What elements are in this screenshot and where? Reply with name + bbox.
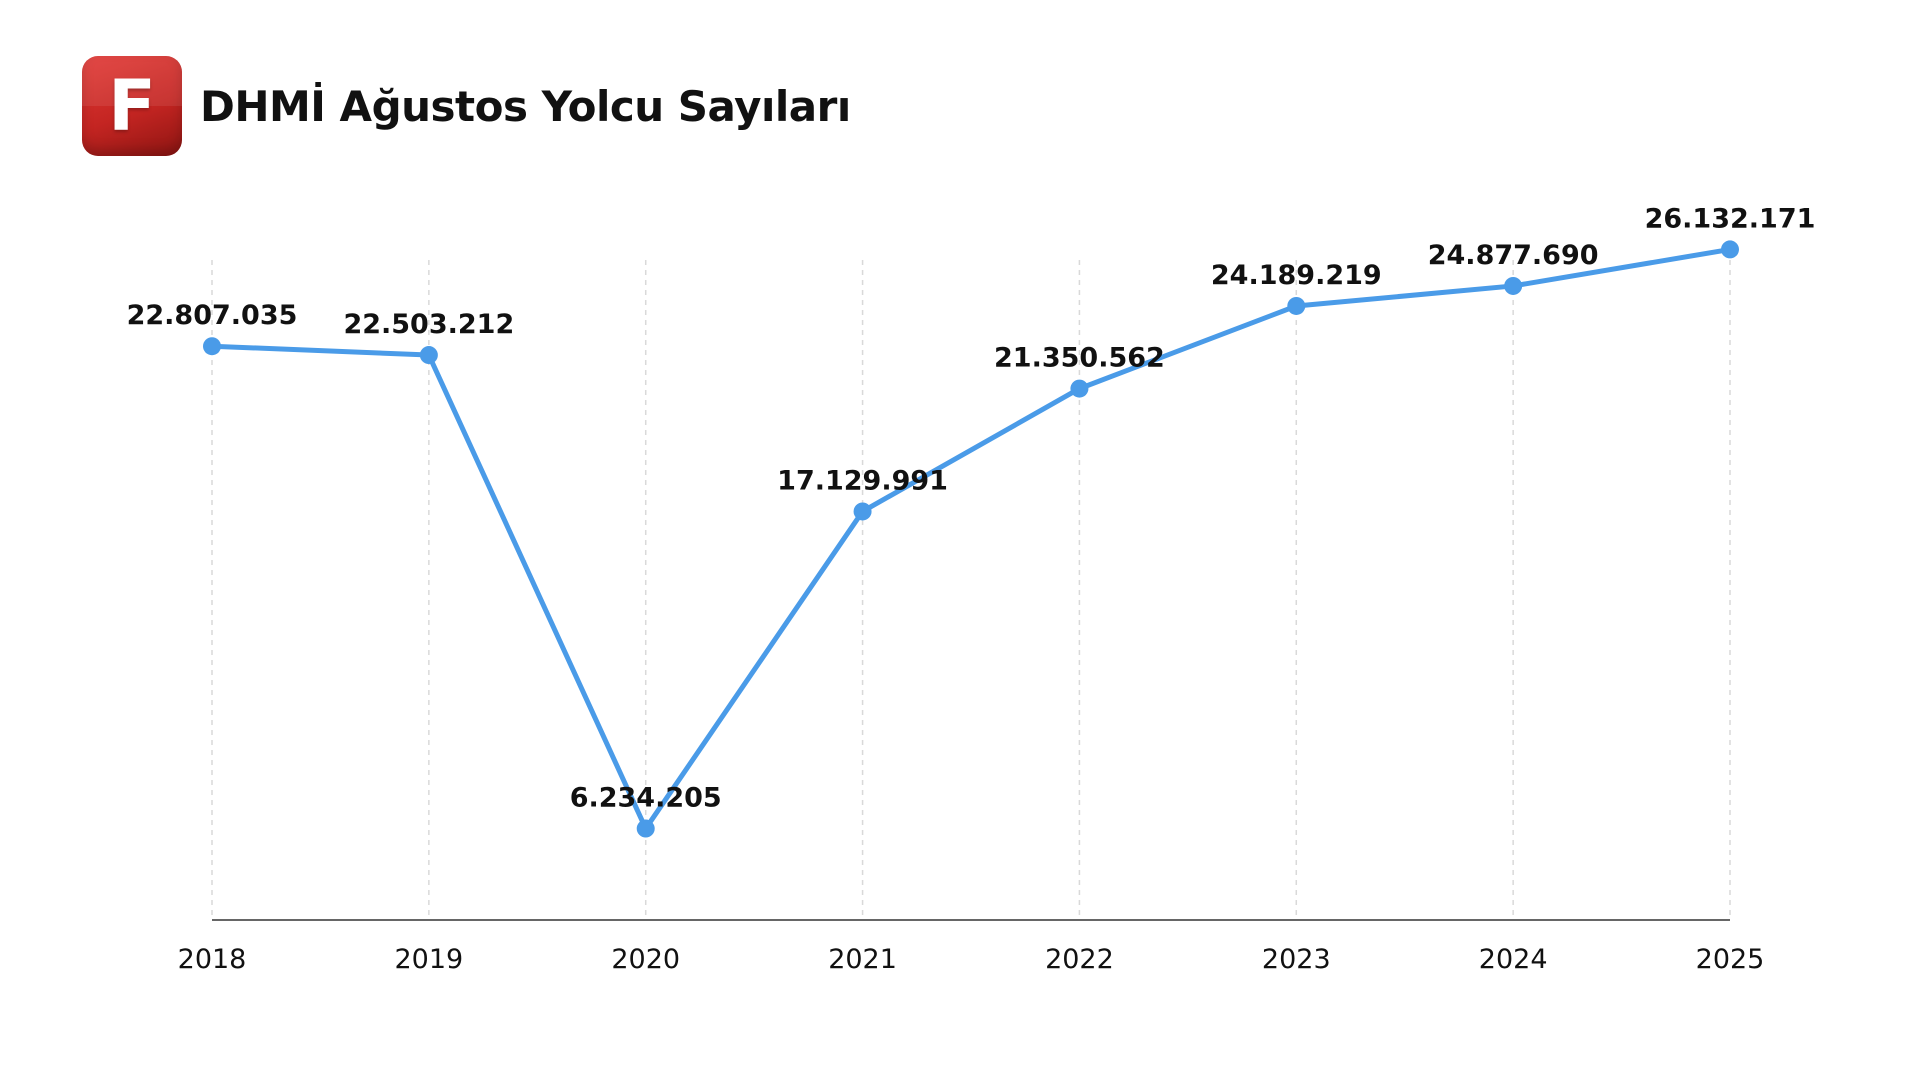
x-tick-label-2019: 2019	[394, 944, 463, 975]
header: F DHMİ Ağustos Yolcu Sayıları	[82, 56, 851, 156]
data-point-2019	[419, 346, 438, 365]
data-point-2025	[1721, 240, 1739, 259]
grid-lines	[211, 260, 1731, 920]
x-tick-label-2020: 2020	[611, 944, 680, 975]
data-points	[203, 240, 1739, 838]
data-label-2022: 21.350.562	[994, 343, 1165, 374]
data-label-2025: 26.132.171	[1645, 203, 1816, 234]
series-line	[209, 246, 1733, 832]
data-labels: 22.807.035 22.503.212 6.234.205 17.129.991 2…	[127, 203, 1816, 813]
brand-logo: F	[82, 56, 182, 156]
x-tick-label-2023: 2023	[1262, 944, 1331, 975]
data-point-2023	[1287, 296, 1306, 315]
logo-letter: F	[108, 65, 156, 147]
data-label-2018: 22.807.035	[127, 300, 298, 331]
x-tick-label-2018: 2018	[178, 944, 247, 975]
data-label-2021: 17.129.991	[777, 465, 948, 496]
data-point-2024	[1504, 276, 1523, 295]
data-label-2019: 22.503.212	[343, 309, 514, 340]
data-point-2022	[1070, 379, 1089, 398]
data-point-2020	[636, 819, 655, 838]
data-label-2023: 24.189.219	[1211, 260, 1382, 291]
x-tick-label-2025: 2025	[1696, 944, 1765, 975]
x-tick-label-2022: 2022	[1045, 944, 1114, 975]
x-tick-labels: 2018 2019 2020 2021 2022 2023 2024 2025	[178, 944, 1765, 975]
x-tick-label-2024: 2024	[1479, 944, 1548, 975]
chart-title: DHMİ Ağustos Yolcu Sayıları	[200, 81, 851, 131]
data-point-2021	[853, 502, 872, 521]
data-label-2020: 6.234.205	[570, 783, 722, 814]
x-tick-label-2021: 2021	[828, 944, 897, 975]
data-label-2024: 24.877.690	[1428, 240, 1599, 271]
series-line-group	[209, 246, 1733, 832]
data-point-2018	[203, 337, 221, 356]
